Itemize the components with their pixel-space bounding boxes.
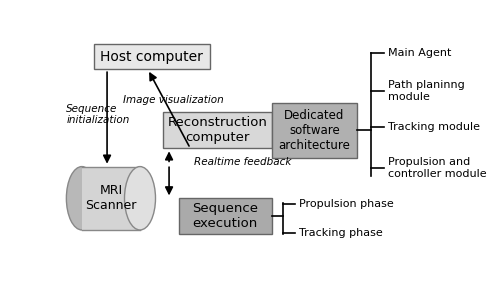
Text: Propulsion phase: Propulsion phase (299, 199, 394, 209)
Text: Tracking phase: Tracking phase (299, 228, 382, 238)
Text: Reconstruction
computer: Reconstruction computer (168, 116, 268, 144)
Text: Dedicated
software
architecture: Dedicated software architecture (278, 109, 350, 152)
FancyBboxPatch shape (179, 198, 272, 235)
FancyBboxPatch shape (163, 112, 272, 148)
FancyBboxPatch shape (94, 44, 210, 69)
Text: Sequence
execution: Sequence execution (192, 202, 258, 230)
Text: MRI
Scanner: MRI Scanner (85, 184, 136, 212)
FancyBboxPatch shape (82, 167, 140, 230)
Text: Sequence
initialization: Sequence initialization (66, 104, 130, 125)
Text: Host computer: Host computer (100, 50, 203, 64)
Ellipse shape (124, 167, 156, 230)
Text: Image visualization: Image visualization (122, 95, 224, 105)
Text: Realtime feedback: Realtime feedback (194, 157, 292, 167)
Text: Tracking module: Tracking module (388, 122, 480, 132)
Ellipse shape (66, 167, 98, 230)
Text: Path planinng
module: Path planinng module (388, 80, 465, 101)
Text: Propulsion and
controller module: Propulsion and controller module (388, 157, 486, 178)
Text: Main Agent: Main Agent (388, 49, 452, 59)
FancyBboxPatch shape (272, 103, 357, 158)
